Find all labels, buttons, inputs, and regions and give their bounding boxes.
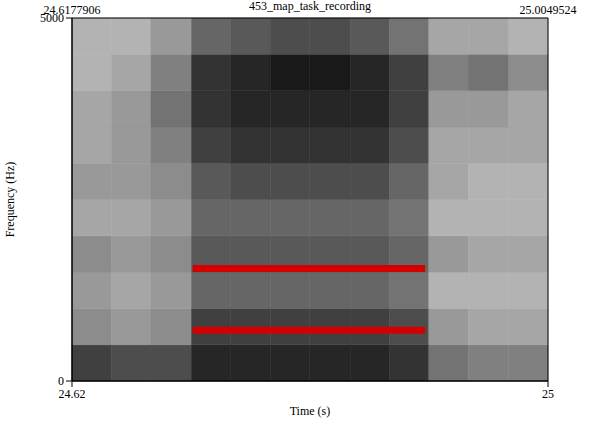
svg-text:Time (s): Time (s)	[290, 404, 331, 418]
svg-text:Frequency (Hz): Frequency (Hz)	[3, 162, 17, 238]
svg-text:5000: 5000	[40, 11, 64, 25]
svg-text:0: 0	[58, 374, 64, 388]
svg-text:25: 25	[542, 387, 554, 401]
svg-text:24.62: 24.62	[59, 387, 86, 401]
